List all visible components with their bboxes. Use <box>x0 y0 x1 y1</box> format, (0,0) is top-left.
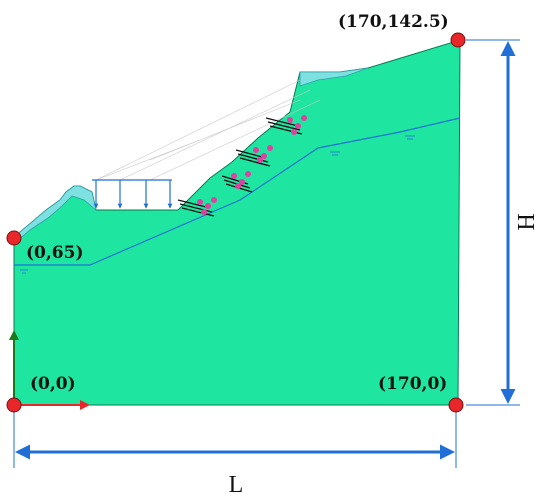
length-dimension <box>13 412 457 468</box>
cover-layer-left <box>13 185 97 243</box>
height-dimension <box>466 39 520 406</box>
surcharge-load <box>92 179 173 209</box>
point-bottom-right-marker <box>448 397 464 413</box>
length-label: L <box>229 472 244 498</box>
point-left-crest-label: (0,65) <box>26 243 84 263</box>
cover-layer-top <box>299 67 369 87</box>
water-table <box>14 117 461 266</box>
point-origin-label: (0,0) <box>30 374 76 394</box>
height-label: H <box>514 213 540 230</box>
point-left-crest-marker <box>6 230 22 246</box>
point-origin-marker <box>6 397 22 413</box>
search-grid <box>95 79 321 181</box>
point-bottom-right-label: (170,0) <box>378 374 447 394</box>
point-top-right-label: (170,142.5) <box>338 12 449 32</box>
water-table-symbols <box>20 135 415 274</box>
anchor-heads <box>197 115 307 215</box>
soil-body <box>13 39 461 406</box>
point-top-right-marker <box>450 32 466 48</box>
